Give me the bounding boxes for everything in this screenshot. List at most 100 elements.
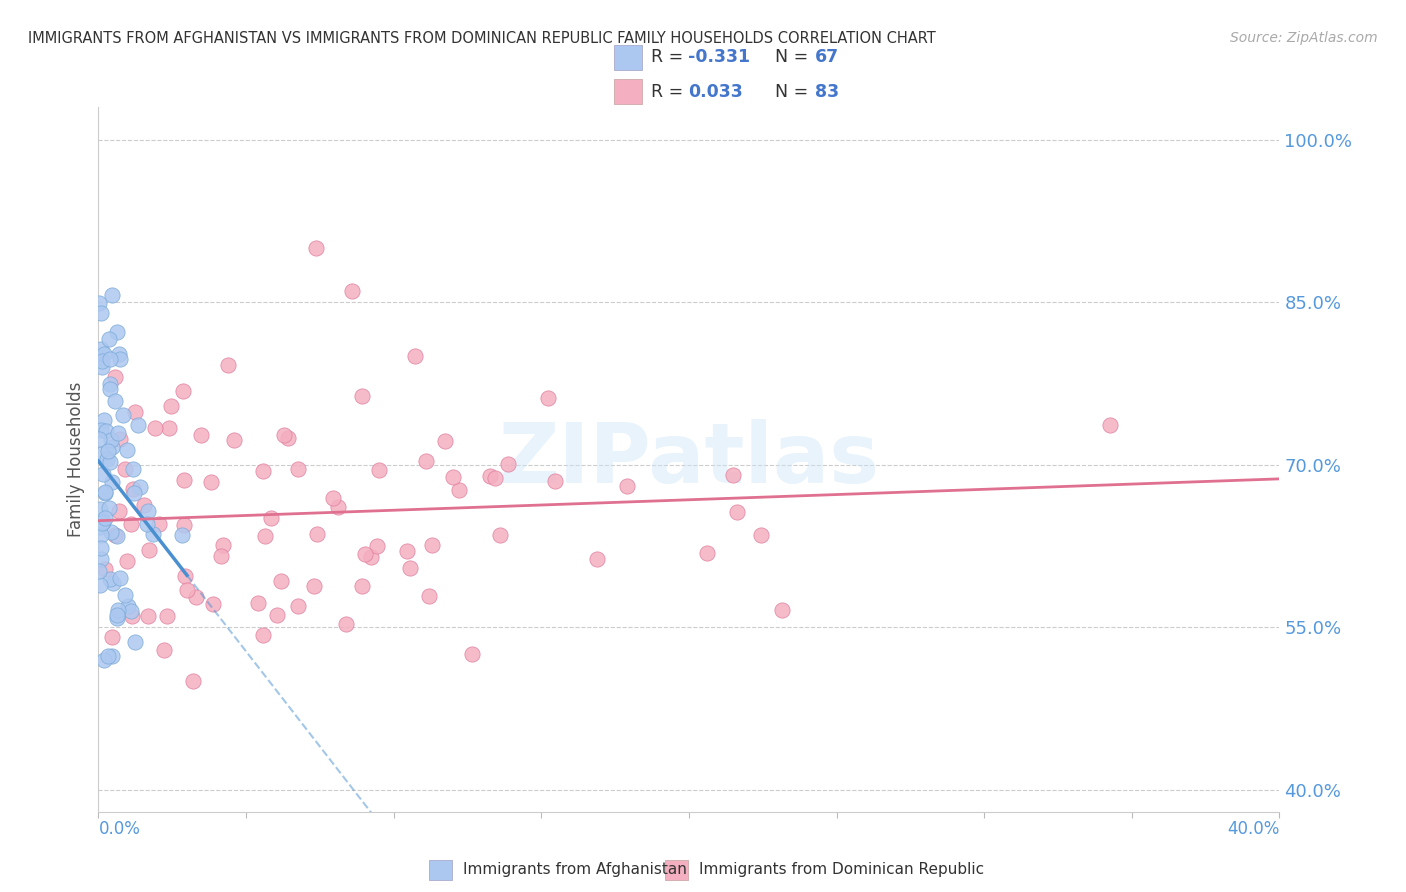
Point [97, 444, 120, 458]
Point [101, 440, 124, 454]
Point [287, 599, 309, 613]
Point [96, 451, 118, 466]
Point [89, 432, 111, 446]
Point [108, 571, 131, 585]
Point [449, 483, 471, 497]
Point [173, 569, 195, 583]
Y-axis label: Family Households: Family Households [67, 382, 86, 537]
Point [217, 358, 239, 372]
Point [252, 464, 274, 478]
Point [90, 516, 112, 531]
Point [100, 525, 122, 540]
Point [89, 564, 111, 578]
Point [434, 434, 457, 448]
Point [104, 394, 127, 409]
Point [342, 285, 364, 299]
Point [488, 528, 510, 542]
Point [721, 468, 744, 483]
Point [404, 349, 426, 363]
Point [420, 538, 443, 552]
Point [157, 421, 180, 435]
Point [266, 607, 288, 622]
Point [172, 528, 194, 542]
Point [418, 590, 440, 604]
Point [209, 549, 232, 564]
Point [696, 546, 718, 560]
Point [94, 485, 117, 500]
Point [222, 434, 245, 448]
Point [94, 485, 117, 500]
Point [725, 505, 748, 519]
Text: Immigrants from Afghanistan: Immigrants from Afghanistan [463, 863, 686, 877]
Point [115, 442, 138, 457]
Point [105, 608, 128, 623]
Point [136, 504, 159, 518]
Point [93, 413, 115, 427]
Point [749, 528, 772, 542]
Point [120, 604, 142, 618]
Point [90, 354, 112, 368]
Text: 0.0%: 0.0% [98, 821, 141, 838]
Point [94, 425, 117, 439]
Point [354, 547, 377, 561]
Point [90, 552, 112, 566]
Text: ZIPatlas: ZIPatlas [499, 419, 879, 500]
Point [104, 369, 127, 384]
Point [124, 405, 146, 419]
Point [537, 391, 560, 405]
Point [142, 526, 165, 541]
Point [89, 520, 111, 534]
Text: 0.033: 0.033 [688, 83, 742, 101]
Point [89, 578, 111, 592]
Text: 67: 67 [815, 48, 839, 66]
Point [350, 389, 373, 403]
Point [107, 425, 129, 440]
Point [105, 529, 128, 543]
Point [101, 630, 124, 644]
Point [360, 550, 382, 565]
Point [287, 462, 309, 476]
Point [127, 418, 149, 433]
Point [484, 471, 506, 485]
Point [98, 332, 121, 346]
Point [176, 582, 198, 597]
Point [98, 501, 121, 516]
Point [98, 573, 121, 587]
Point [108, 352, 131, 367]
Point [138, 542, 160, 557]
Point [273, 427, 295, 442]
Point [586, 552, 609, 566]
Point [89, 502, 111, 516]
Point [366, 539, 388, 553]
Point [101, 648, 124, 663]
Point [100, 352, 122, 367]
Point [200, 475, 222, 489]
Point [89, 295, 111, 310]
Point [172, 384, 194, 398]
Point [129, 480, 152, 494]
Text: N =: N = [775, 83, 814, 101]
Point [98, 455, 121, 469]
Point [148, 516, 170, 531]
Point [90, 342, 112, 356]
Point [121, 462, 143, 476]
Point [108, 432, 131, 446]
Point [143, 421, 166, 435]
Point [98, 382, 121, 396]
Text: Source: ZipAtlas.com: Source: ZipAtlas.com [1230, 31, 1378, 45]
Point [479, 469, 502, 483]
Point [302, 579, 325, 593]
Point [259, 511, 281, 525]
Point [112, 409, 135, 423]
Point [544, 474, 567, 488]
Point [326, 500, 349, 514]
Point [305, 526, 328, 541]
Point [350, 579, 373, 593]
Point [367, 463, 389, 477]
Point [124, 486, 146, 500]
Point [190, 428, 212, 442]
Text: 40.0%: 40.0% [1227, 821, 1279, 838]
Point [398, 560, 420, 574]
Point [108, 504, 131, 518]
Point [90, 541, 112, 556]
